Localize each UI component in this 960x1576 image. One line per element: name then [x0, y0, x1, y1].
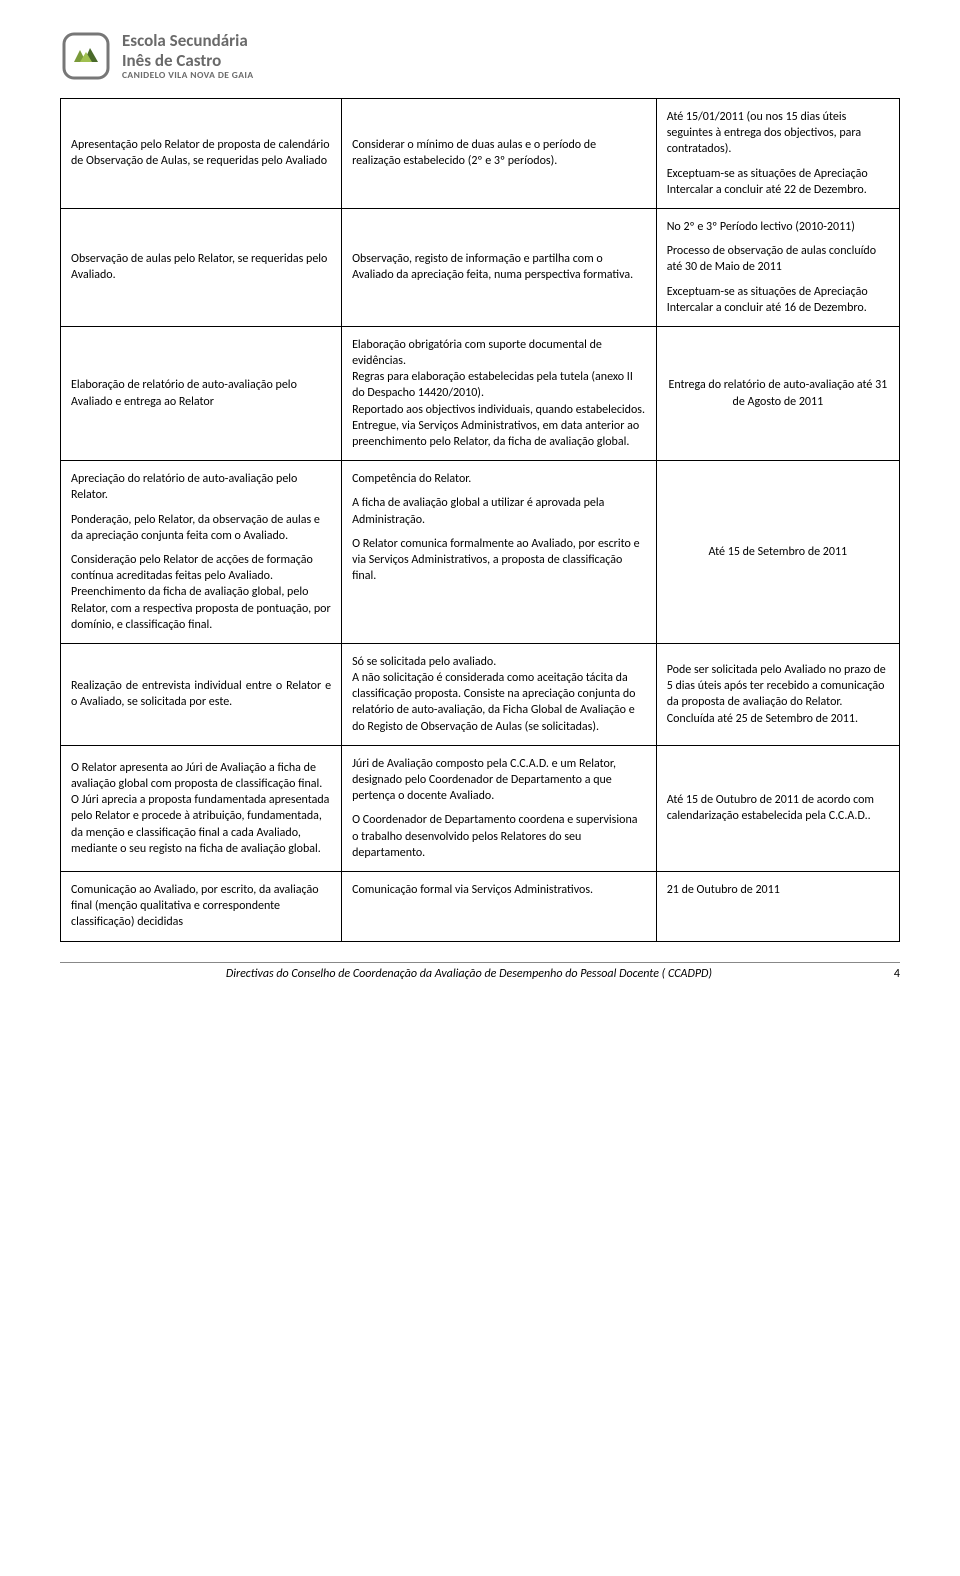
cell-deadline: Pode ser solicitada pelo Avaliado no pra… [656, 643, 899, 745]
cell-text: O Coordenador de Departamento coordena e… [352, 812, 646, 861]
cell-text: Preenchimento da ficha de avaliação glob… [71, 584, 331, 633]
school-name-line2: Inês de Castro [122, 51, 254, 71]
cell-desc: Considerar o mínimo de duas aulas e o pe… [342, 99, 657, 209]
cell-text: O Júri aprecia a proposta fundamentada a… [71, 792, 331, 857]
school-info: Escola Secundária Inês de Castro CANIDEL… [122, 31, 254, 81]
cell-text: A ficha de avaliação global a utilizar é… [352, 495, 646, 527]
cell-text: Regras para elaboração estabelecidas pel… [352, 369, 646, 401]
cell-deadline: Até 15/01/2011 (ou nos 15 dias úteis seg… [656, 99, 899, 209]
cell-text: O Relator apresenta ao Júri de Avaliação… [71, 760, 331, 792]
cell-text: Até 15/01/2011 (ou nos 15 dias úteis seg… [667, 109, 889, 158]
cell-text: Ponderação, pelo Relator, da observação … [71, 512, 331, 544]
cell-action: Apresentação pelo Relator de proposta de… [61, 99, 342, 209]
directives-table: Apresentação pelo Relator de proposta de… [60, 98, 900, 942]
page-number: 4 [894, 967, 900, 981]
table-row: Realização de entrevista individual entr… [61, 643, 900, 745]
cell-text: Pode ser solicitada pelo Avaliado no pra… [667, 662, 889, 711]
cell-action: O Relator apresenta ao Júri de Avaliação… [61, 745, 342, 871]
cell-text: Exceptuam-se as situações de Apreciação … [667, 284, 889, 316]
cell-text: Entrega do relatório de auto-avaliação a… [668, 378, 887, 408]
cell-action: Elaboração de relatório de auto-avaliaçã… [61, 326, 342, 460]
cell-text: Júri de Avaliação composto pela C.C.A.D.… [352, 756, 646, 805]
cell-action: Comunicação ao Avaliado, por escrito, da… [61, 871, 342, 941]
cell-desc: Só se solicitada pelo avaliado. A não so… [342, 643, 657, 745]
cell-text: Competência do Relator. [352, 471, 646, 487]
school-logo [60, 30, 112, 82]
footer-title: Directivas do Conselho de Coordenação da… [60, 967, 878, 981]
table-row: Apresentação pelo Relator de proposta de… [61, 99, 900, 209]
cell-text: Entregue, via Serviços Administrativos, … [352, 418, 646, 450]
cell-deadline: 21 de Outubro de 2011 [656, 871, 899, 941]
cell-text: Até 15 de Setembro de 2011 [709, 545, 848, 559]
cell-action: Observação de aulas pelo Relator, se req… [61, 208, 342, 326]
table-row: Elaboração de relatório de auto-avaliaçã… [61, 326, 900, 460]
cell-desc: Observação, registo de informação e part… [342, 208, 657, 326]
table-row: Apreciação do relatório de auto-avaliaçã… [61, 461, 900, 644]
cell-text: O Relator comunica formalmente ao Avalia… [352, 536, 646, 585]
page-footer: Directivas do Conselho de Coordenação da… [60, 962, 900, 981]
cell-text: A não solicitação é considerada como ace… [352, 670, 646, 735]
cell-text: Consideração pelo Relator de acções de f… [71, 552, 331, 584]
table-row: Comunicação ao Avaliado, por escrito, da… [61, 871, 900, 941]
cell-deadline: Até 15 de Setembro de 2011 [656, 461, 899, 644]
cell-action: Apreciação do relatório de auto-avaliaçã… [61, 461, 342, 644]
cell-deadline: Até 15 de Outubro de 2011 de acordo com … [656, 745, 899, 871]
cell-text: Apreciação do relatório de auto-avaliaçã… [71, 471, 331, 503]
cell-desc: Elaboração obrigatória com suporte docum… [342, 326, 657, 460]
table-row: Observação de aulas pelo Relator, se req… [61, 208, 900, 326]
cell-text: Concluída até 25 de Setembro de 2011. [667, 711, 889, 727]
cell-deadline: No 2º e 3º Período lectivo (2010-2011) P… [656, 208, 899, 326]
page-header: Escola Secundária Inês de Castro CANIDEL… [60, 30, 900, 82]
cell-text: Só se solicitada pelo avaliado. [352, 654, 646, 670]
table-row: O Relator apresenta ao Júri de Avaliação… [61, 745, 900, 871]
cell-text: Reportado aos objectivos individuais, qu… [352, 402, 646, 418]
cell-deadline: Entrega do relatório de auto-avaliação a… [656, 326, 899, 460]
cell-text: Elaboração obrigatória com suporte docum… [352, 337, 646, 369]
cell-text: Processo de observação de aulas concluíd… [667, 243, 889, 275]
cell-desc: Júri de Avaliação composto pela C.C.A.D.… [342, 745, 657, 871]
cell-text: No 2º e 3º Período lectivo (2010-2011) [667, 219, 889, 235]
school-location: CANIDELO VILA NOVA DE GAIA [122, 70, 254, 81]
cell-action: Realização de entrevista individual entr… [61, 643, 342, 745]
cell-desc: Competência do Relator. A ficha de avali… [342, 461, 657, 644]
cell-text: Exceptuam-se as situações de Apreciação … [667, 166, 889, 198]
school-name-line1: Escola Secundária [122, 31, 254, 51]
cell-desc: Comunicação formal via Serviços Administ… [342, 871, 657, 941]
